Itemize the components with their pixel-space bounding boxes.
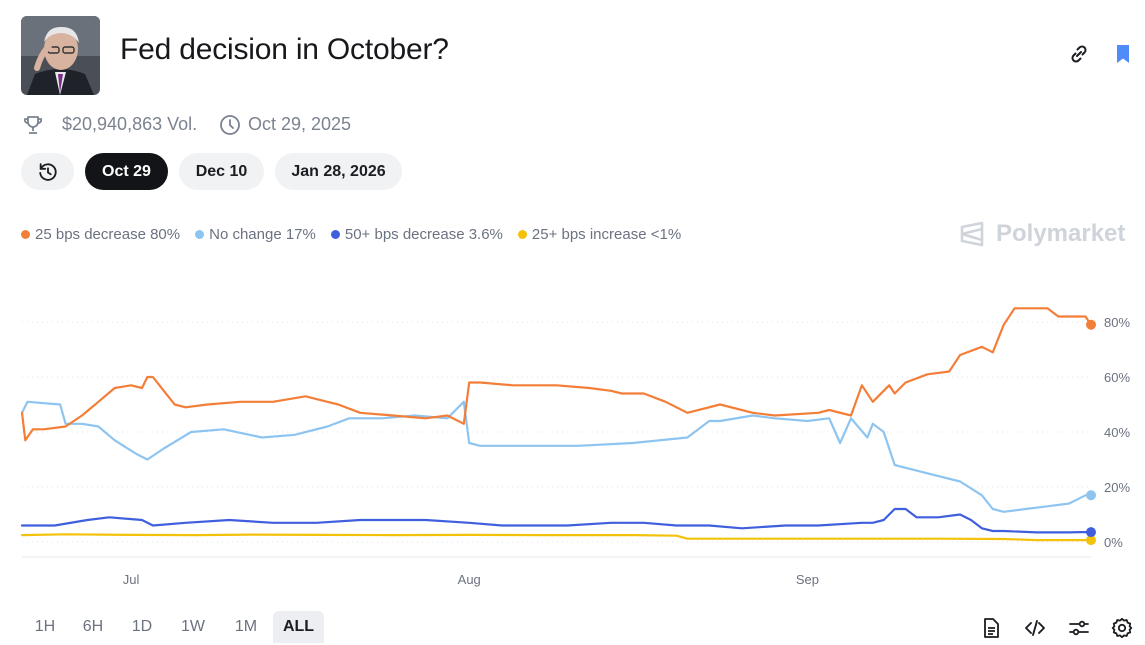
date-tab-dec-10[interactable]: Dec 10: [179, 153, 264, 190]
series-end-marker: [1086, 527, 1096, 538]
legend-label: 50+ bps decrease 3.6%: [344, 226, 503, 243]
legend-item-50-bps-decrease[interactable]: 50+ bps decrease 3.6%: [330, 226, 503, 243]
range-tab-1w[interactable]: 1W: [181, 618, 205, 635]
probability-chart[interactable]: 0% 20% 40% 60% 80% Jul Aug Sep: [0, 270, 1145, 600]
series-end-marker: [1086, 490, 1096, 501]
polymarket-watermark: Polymarket: [958, 220, 1125, 248]
x-tick-label: Jul: [123, 572, 140, 587]
series-line-no-change: [20, 400, 1093, 513]
legend-label: 25+ bps increase <1%: [531, 226, 682, 243]
range-tab-6h[interactable]: 6H: [82, 618, 104, 635]
legend-dot-light-blue: [195, 230, 205, 239]
page-title: Fed decision in October?: [120, 33, 449, 66]
x-tick-label: Sep: [796, 572, 819, 587]
x-tick-label: Aug: [458, 572, 481, 587]
y-tick-label: 20%: [1104, 480, 1130, 495]
legend-dot-orange: [21, 230, 30, 239]
range-tab-all[interactable]: ALL: [273, 611, 324, 643]
date-tab-jan-28-2026[interactable]: Jan 28, 2026: [275, 153, 402, 190]
y-tick-label: 40%: [1104, 425, 1130, 440]
history-icon: [38, 162, 57, 181]
legend-item-25-bps-increase[interactable]: 25+ bps increase <1%: [517, 226, 682, 243]
portrait-image: [21, 16, 100, 95]
sliders-icon[interactable]: [1067, 616, 1091, 640]
legend-item-25-bps-decrease[interactable]: 25 bps decrease 80%: [21, 226, 180, 243]
series-end-marker: [1086, 319, 1096, 330]
date-tab-oct-29[interactable]: Oct 29: [85, 153, 168, 190]
end-date-text: Oct 29, 2025: [248, 114, 352, 134]
legend-label: 25 bps decrease 80%: [35, 226, 181, 243]
embed-icon[interactable]: [1023, 616, 1047, 640]
trophy-icon: [21, 113, 45, 137]
range-tab-1h[interactable]: 1H: [34, 618, 56, 635]
polymarket-logo-icon: [960, 221, 984, 247]
y-tick-label: 80%: [1104, 315, 1130, 330]
chart-legend: 25 bps decrease 80% No change 17% 50+ bp…: [21, 226, 696, 243]
volume-text: $20,940,863 Vol.: [62, 114, 198, 134]
y-tick-label: 60%: [1104, 370, 1130, 385]
legend-label: No change 17%: [209, 226, 316, 243]
series-line-25-bps-increase: [20, 533, 1093, 542]
gear-icon[interactable]: [1110, 616, 1134, 640]
legend-dot-yellow: [517, 230, 527, 239]
y-tick-label: 0%: [1104, 535, 1123, 550]
legend-dot-blue: [330, 230, 340, 239]
series-end-marker: [1086, 535, 1096, 546]
history-button[interactable]: [21, 153, 74, 190]
range-tab-1d[interactable]: 1D: [131, 618, 153, 635]
link-icon[interactable]: [1067, 42, 1091, 66]
document-icon[interactable]: [979, 616, 1003, 640]
series-line-50-bps-decrease: [20, 507, 1093, 534]
brand-name: Polymarket: [996, 220, 1126, 247]
clock-icon: [218, 113, 242, 137]
legend-item-no-change[interactable]: No change 17%: [195, 226, 316, 243]
bookmark-icon[interactable]: [1111, 42, 1135, 66]
series-line-25-bps-decrease: [20, 307, 1093, 442]
market-avatar: [21, 16, 100, 95]
range-tab-1m[interactable]: 1M: [234, 618, 258, 635]
